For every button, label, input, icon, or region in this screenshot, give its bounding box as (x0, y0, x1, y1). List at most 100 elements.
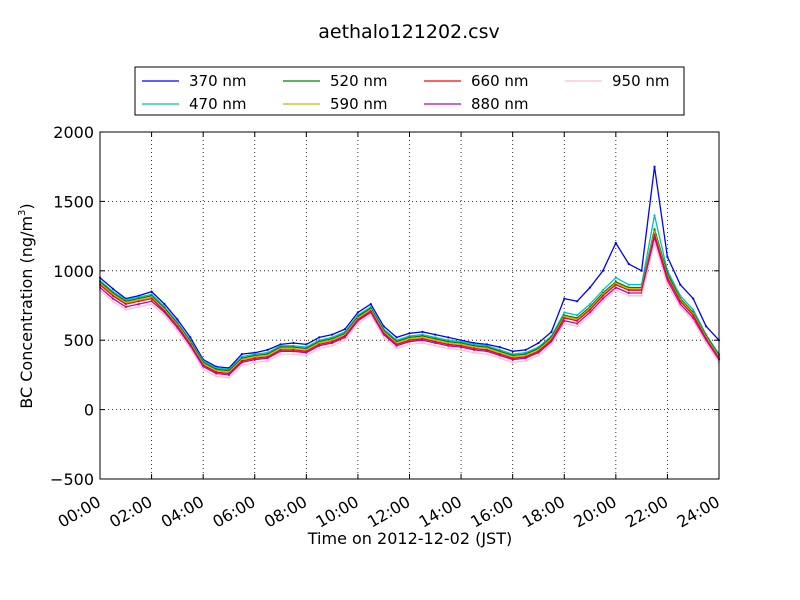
y-tick-label: 0 (84, 401, 94, 420)
data-point (150, 290, 153, 293)
data-point (614, 286, 617, 289)
data-point (382, 325, 385, 328)
data-point (318, 336, 321, 339)
data-point (176, 326, 179, 329)
data-point (705, 339, 708, 342)
y-tick-label: 2000 (53, 123, 94, 142)
legend-label: 660 nm (471, 72, 529, 90)
y-tick-label: −500 (50, 470, 94, 489)
data-point (331, 333, 334, 336)
data-point (524, 359, 527, 363)
data-point (627, 289, 630, 292)
y-tick-labels: −500 0 500 1000 1500 2000 (50, 123, 94, 489)
legend-label: 370 nm (189, 72, 247, 90)
data-point (601, 300, 605, 303)
data-point (692, 297, 695, 300)
data-point (576, 325, 579, 328)
data-point (253, 361, 256, 364)
x-axis-title: Time on 2012-12-02 (JST) (307, 529, 512, 548)
data-point (343, 328, 347, 331)
data-point (588, 286, 592, 289)
y-axis-title-sup: 3 (17, 210, 28, 216)
legend-label: 470 nm (189, 95, 247, 113)
data-point (472, 348, 476, 351)
chart-title: aethalo121202.csv (318, 21, 500, 43)
data-point (653, 233, 656, 236)
plot-area (100, 132, 719, 479)
data-point (614, 241, 617, 245)
data-point (111, 287, 114, 290)
data-point (692, 319, 695, 322)
data-point (692, 316, 695, 320)
data-point (395, 336, 398, 339)
data-point (653, 214, 656, 217)
data-point (614, 283, 617, 286)
data-point (692, 314, 695, 317)
data-point (614, 276, 617, 279)
data-point (266, 357, 269, 360)
data-point (563, 311, 566, 314)
data-point (627, 283, 630, 286)
data-point (382, 336, 385, 339)
data-point (601, 294, 605, 297)
data-point (576, 300, 579, 303)
data-point (137, 303, 140, 306)
data-point (240, 364, 243, 367)
data-point (227, 376, 231, 379)
data-point (408, 343, 411, 346)
data-point (705, 341, 708, 345)
data-point (524, 348, 527, 351)
data-point (550, 343, 553, 346)
y-axis-title: BC Concentration (ng/m3) (17, 203, 36, 408)
data-point (498, 346, 501, 349)
data-point (163, 303, 166, 306)
data-point (653, 241, 656, 245)
data-point (447, 344, 450, 347)
data-point (318, 344, 321, 347)
data-point (434, 341, 437, 345)
data-point (485, 353, 488, 356)
data-point (408, 340, 411, 343)
data-point (679, 283, 682, 286)
data-point (421, 339, 424, 342)
series-layer (98, 165, 721, 379)
data-point (137, 300, 140, 303)
data-point (240, 361, 243, 364)
data-point (331, 344, 334, 347)
data-point (653, 228, 656, 231)
data-point (176, 318, 179, 321)
data-point (627, 294, 630, 297)
data-point (253, 358, 256, 361)
data-point (369, 303, 372, 306)
data-point (163, 314, 166, 317)
data-point (653, 165, 656, 168)
data-point (266, 348, 269, 351)
data-point (124, 305, 127, 308)
data-point (279, 353, 282, 356)
data-point (227, 373, 231, 376)
data-point (343, 339, 347, 342)
data-point (111, 297, 114, 300)
data-point (511, 361, 514, 364)
data-point (601, 297, 605, 300)
data-point (318, 347, 321, 350)
data-point (588, 303, 592, 306)
data-point (588, 314, 592, 317)
data-point (240, 353, 243, 356)
data-point (434, 344, 437, 347)
data-point (666, 283, 669, 286)
data-point (679, 303, 682, 306)
data-point (563, 319, 566, 322)
data-point (395, 344, 398, 347)
data-point (266, 359, 269, 363)
data-point (666, 255, 669, 258)
y-axis-title-close: ) (17, 203, 36, 209)
data-point (189, 347, 192, 350)
data-point (601, 269, 605, 272)
legend-label: 950 nm (612, 72, 670, 90)
ticks (99, 131, 720, 480)
data-point (460, 346, 463, 349)
data-point (395, 347, 398, 350)
data-point (343, 336, 347, 339)
